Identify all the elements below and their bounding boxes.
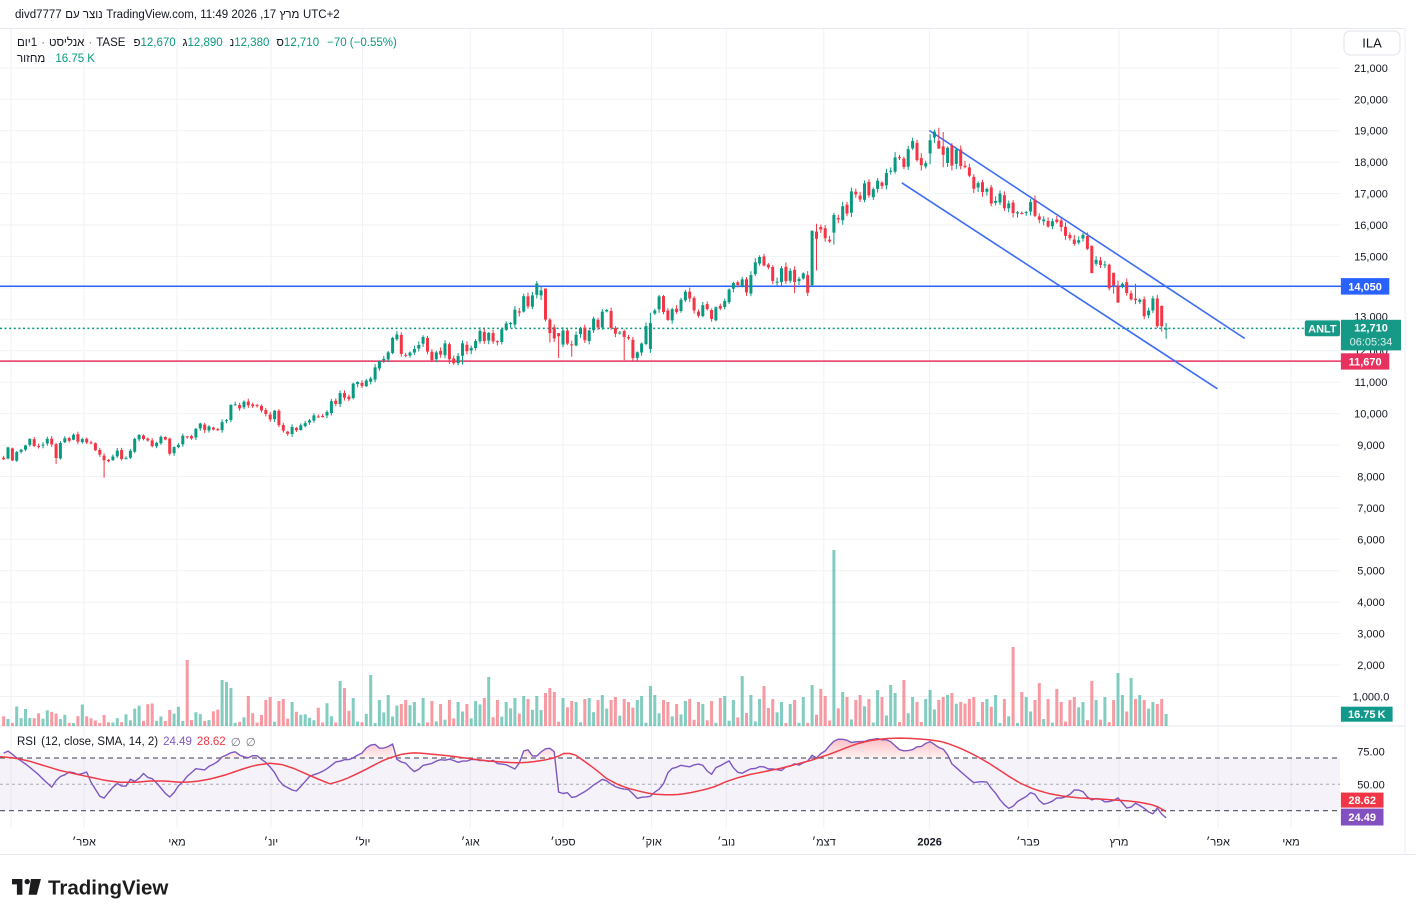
svg-text:11,670: 11,670 (1349, 357, 1382, 369)
svg-text:ANLT: ANLT (1308, 323, 1337, 335)
svg-text:11,000: 11,000 (1355, 377, 1388, 389)
svg-text:50.00: 50.00 (1357, 780, 1385, 792)
svg-text:21,000: 21,000 (1354, 63, 1388, 75)
svg-text:2026: 2026 (917, 837, 941, 849)
svg-text:1,000.0: 1,000.0 (1353, 692, 1390, 704)
svg-text:24.49: 24.49 (1348, 812, 1376, 824)
svg-text:14,050: 14,050 (1348, 281, 1382, 293)
svg-text:6,000: 6,000 (1357, 534, 1385, 546)
svg-text:19,000: 19,000 (1354, 126, 1388, 138)
svg-text:2,000: 2,000 (1357, 660, 1385, 672)
svg-text:אפר׳: אפר׳ (1206, 836, 1230, 849)
svg-text:דצמ׳: דצמ׳ (812, 836, 836, 849)
svg-text:מאי: מאי (1282, 837, 1299, 849)
svg-text:7,000: 7,000 (1357, 503, 1385, 515)
svg-text:יול׳: יול׳ (355, 836, 371, 849)
svg-text:4,000: 4,000 (1357, 597, 1385, 609)
svg-text:TradingView: TradingView (48, 877, 168, 900)
svg-text:אוק׳: אוק׳ (641, 836, 662, 849)
svg-text:8,000: 8,000 (1357, 472, 1385, 484)
svg-text:מאי: מאי (168, 837, 185, 849)
svg-text:18,000: 18,000 (1354, 157, 1388, 169)
svg-text:16.75 K: 16.75 K (1348, 709, 1386, 721)
svg-text:ספט׳: ספט׳ (550, 836, 575, 849)
svg-text:9,000: 9,000 (1357, 440, 1385, 452)
svg-text:17,000: 17,000 (1354, 189, 1388, 201)
svg-text:ILA: ILA (1362, 36, 1382, 51)
svg-text:20,000: 20,000 (1354, 94, 1388, 106)
svg-text:12,710: 12,710 (1354, 323, 1388, 335)
svg-text:יונ׳: יונ׳ (264, 836, 278, 849)
svg-text:נוב׳: נוב׳ (717, 836, 735, 849)
svg-text:06:05:34: 06:05:34 (1350, 336, 1393, 348)
svg-text:3,000: 3,000 (1357, 629, 1385, 641)
svg-text:5,000: 5,000 (1357, 566, 1385, 578)
svg-text:28.62: 28.62 (1348, 795, 1376, 807)
svg-text:15,000: 15,000 (1354, 251, 1388, 263)
svg-text:אפר׳: אפר׳ (72, 836, 96, 849)
svg-text:מרץ: מרץ (1110, 837, 1129, 849)
svg-text:פבר׳: פבר׳ (1016, 836, 1040, 849)
svg-text:אוג׳: אוג׳ (461, 836, 480, 849)
svg-text:10,000: 10,000 (1354, 409, 1388, 421)
svg-text:75.00: 75.00 (1357, 747, 1385, 759)
svg-text:16,000: 16,000 (1354, 220, 1388, 232)
